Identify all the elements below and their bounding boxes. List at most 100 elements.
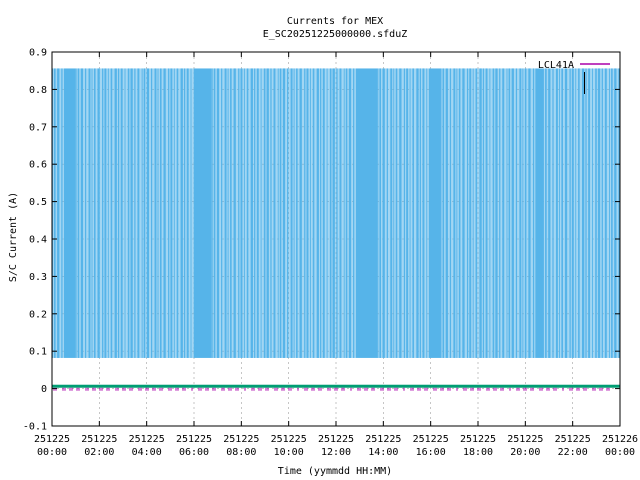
current-pulse <box>304 68 306 358</box>
current-pulse <box>442 68 445 358</box>
current-pulse <box>61 68 63 358</box>
y-tick-label: 0.4 <box>29 235 47 246</box>
current-pulse <box>578 68 580 358</box>
x-tick-label-date: 251225 <box>555 434 591 445</box>
x-tick-label-time: 10:00 <box>274 447 304 458</box>
current-pulse <box>453 68 456 358</box>
current-pulse <box>482 68 485 358</box>
x-tick-label-time: 00:00 <box>605 447 635 458</box>
current-pulse <box>406 68 409 358</box>
current-pulse <box>595 68 597 358</box>
current-pulse <box>588 68 591 358</box>
current-pulse <box>150 68 153 358</box>
current-pulse <box>143 68 146 358</box>
current-pulse <box>233 68 236 358</box>
x-tick-label-date: 251225 <box>271 434 307 445</box>
current-pulse <box>134 68 136 358</box>
current-pulse <box>266 68 269 358</box>
current-pulse <box>489 68 491 358</box>
current-pulse <box>558 68 560 358</box>
current-pulse <box>422 68 425 358</box>
current-block-high <box>355 68 378 358</box>
current-pulse <box>564 68 568 358</box>
current-pulse <box>256 68 259 358</box>
current-pulse <box>120 68 123 358</box>
current-block-high <box>194 68 212 358</box>
current-pulse <box>277 68 279 358</box>
current-pulse <box>176 68 179 358</box>
current-pulse <box>88 68 91 358</box>
current-pulse <box>412 68 415 358</box>
current-pulse <box>399 68 402 358</box>
current-pulse <box>186 68 189 358</box>
current-block-high <box>535 68 544 358</box>
current-pulse <box>469 68 472 358</box>
current-pulse <box>102 68 104 358</box>
current-pulse <box>409 68 411 358</box>
x-tick-label-time: 06:00 <box>179 447 209 458</box>
x-tick-label-date: 251225 <box>223 434 259 445</box>
y-tick-label: 0.3 <box>29 272 47 283</box>
current-pulse <box>250 68 253 358</box>
current-pulse <box>519 68 522 358</box>
current-pulse <box>287 68 289 358</box>
x-tick-label-date: 251225 <box>176 434 212 445</box>
current-pulse <box>75 68 77 358</box>
current-pulse <box>499 68 501 358</box>
current-pulse <box>403 68 406 358</box>
chart-subtitle: E_SC20251225000000.sfduZ <box>263 29 408 40</box>
x-tick-label-date: 251225 <box>460 434 496 445</box>
current-pulse <box>230 68 232 358</box>
legend-label-lcl41a: LCL41A <box>538 60 574 71</box>
current-pulse <box>456 68 458 358</box>
x-axis-label: Time (yymmdd HH:MM) <box>278 466 392 477</box>
x-tick-label-date: 251225 <box>365 434 401 445</box>
current-pulse <box>575 68 577 358</box>
current-pulse <box>270 68 272 358</box>
y-tick-labels: -0.1 0 0.1 0.2 0.3 0.4 0.5 0.6 0.7 0.8 0.9 <box>23 48 47 433</box>
current-pulse <box>211 68 213 358</box>
x-tick-label-time: 20:00 <box>510 447 540 458</box>
current-pulse <box>511 68 514 358</box>
current-pulse <box>445 68 448 358</box>
current-pulse <box>240 68 243 358</box>
current-pulse <box>419 68 421 358</box>
current-pulse <box>495 68 498 358</box>
current-pulse <box>260 68 262 358</box>
current-pulse <box>238 68 240 358</box>
current-pulse <box>597 68 601 358</box>
current-pulse <box>77 68 80 358</box>
current-pulse <box>227 68 229 358</box>
y-tick-label: 0.9 <box>29 48 47 59</box>
current-pulse <box>329 68 332 358</box>
current-pulse <box>54 68 56 358</box>
current-pulse <box>614 68 617 358</box>
current-pulse <box>379 68 382 358</box>
current-pulse <box>273 68 276 358</box>
current-pulse <box>458 68 461 358</box>
axes-frame <box>51 51 621 427</box>
current-pulse <box>213 68 216 358</box>
current-pulse <box>343 68 345 358</box>
current-pulse <box>528 68 531 358</box>
current-pulse <box>80 68 84 358</box>
current-pulse <box>440 68 442 358</box>
near-zero-current-band <box>52 384 620 388</box>
current-pulse <box>293 68 295 358</box>
current-pulse <box>393 68 395 358</box>
current-pulse <box>348 68 352 358</box>
current-pulse <box>127 68 130 358</box>
current-pulse <box>571 68 574 358</box>
series-layer <box>52 68 620 391</box>
current-pulse <box>309 68 311 358</box>
current-pulse <box>243 68 245 358</box>
x-tick-label-time: 12:00 <box>321 447 351 458</box>
current-pulse <box>263 68 266 358</box>
current-pulse <box>618 68 620 358</box>
current-pulse <box>449 68 452 358</box>
current-pulse <box>506 68 508 358</box>
current-pulse <box>163 68 166 358</box>
current-pulse <box>117 68 120 358</box>
current-pulse <box>173 68 175 358</box>
